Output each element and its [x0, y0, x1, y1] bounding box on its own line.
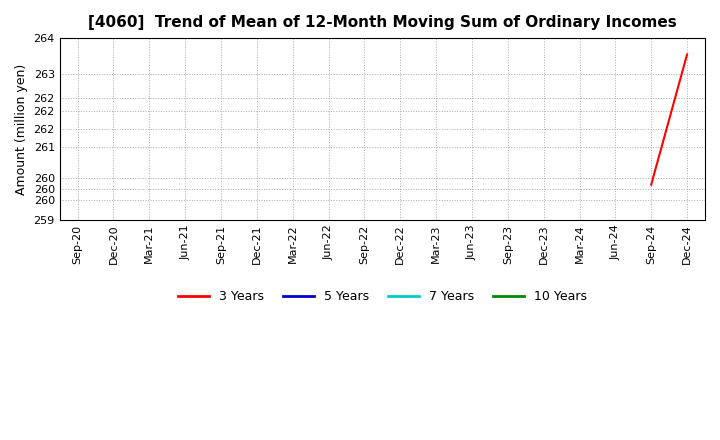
Y-axis label: Amount (million yen): Amount (million yen): [15, 63, 28, 194]
Legend: 3 Years, 5 Years, 7 Years, 10 Years: 3 Years, 5 Years, 7 Years, 10 Years: [173, 285, 592, 308]
Title: [4060]  Trend of Mean of 12-Month Moving Sum of Ordinary Incomes: [4060] Trend of Mean of 12-Month Moving …: [88, 15, 677, 30]
